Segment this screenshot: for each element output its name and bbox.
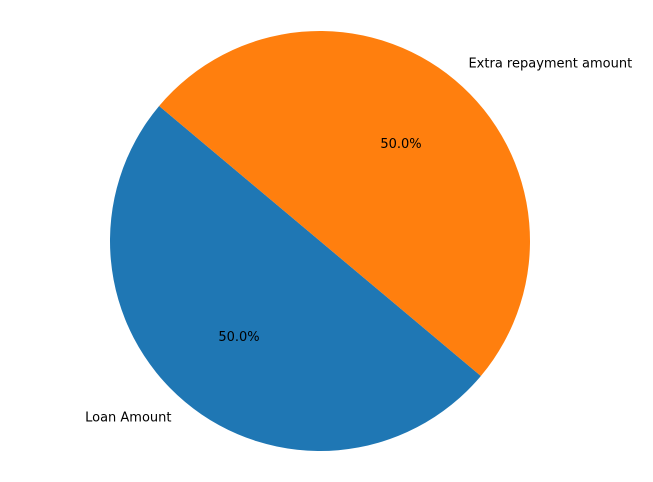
pie-slice-2	[159, 31, 530, 376]
pie-slices	[110, 31, 530, 452]
pie-pct-label-2: 50.0%	[380, 137, 421, 152]
pie-category-label-2: Extra repayment amount	[468, 57, 632, 72]
pie-slice-1	[110, 106, 481, 452]
pie-labels: 50.0% Loan Amount 50.0% Extra repayment amo…	[85, 57, 632, 426]
pie-pct-label-1: 50.0%	[218, 330, 259, 345]
pie-category-label-1: Loan Amount	[85, 410, 171, 425]
